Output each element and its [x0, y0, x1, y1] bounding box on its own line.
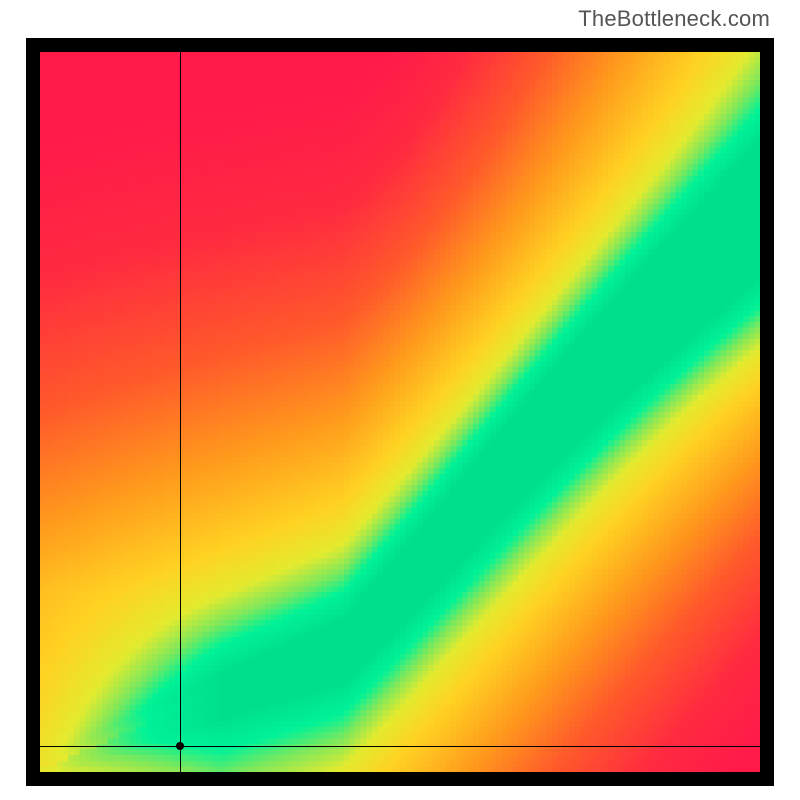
heatmap-plot — [26, 38, 774, 786]
crosshair-horizontal — [40, 746, 760, 747]
watermark-text: TheBottleneck.com — [578, 6, 770, 32]
heatmap-canvas — [40, 52, 760, 772]
crosshair-marker — [176, 742, 184, 750]
crosshair-vertical — [180, 52, 181, 772]
